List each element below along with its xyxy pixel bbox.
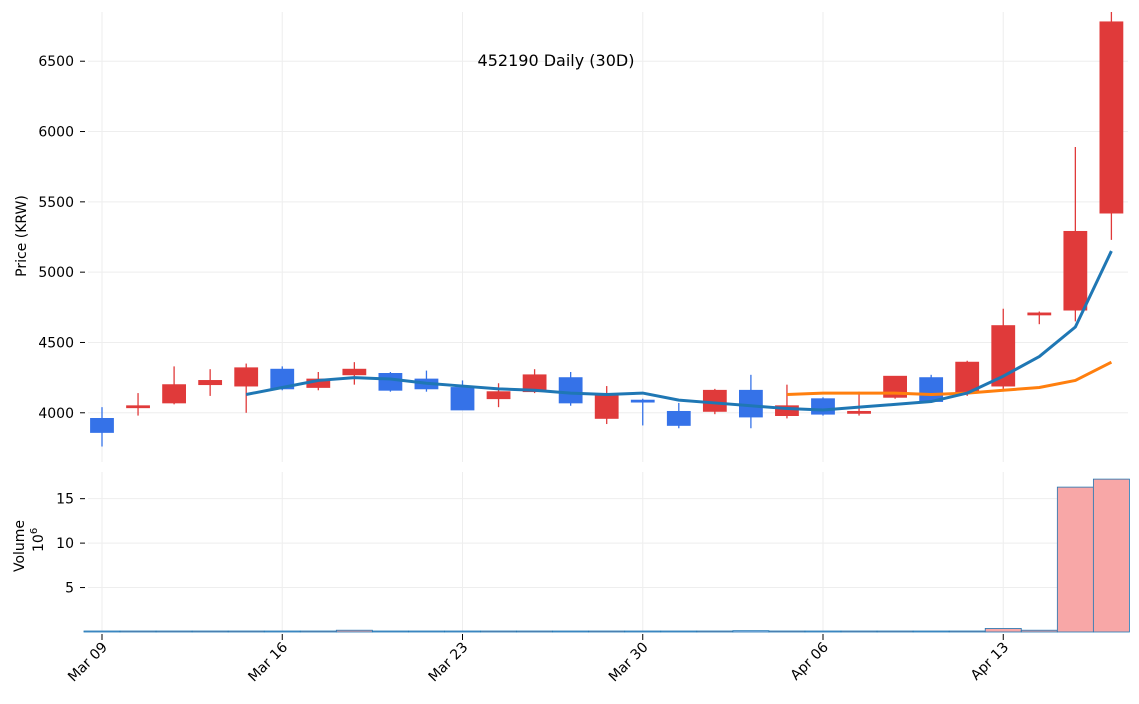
date-tick-label: Apr 13: [968, 640, 1012, 684]
candle-body: [234, 367, 259, 387]
volume-bar: [948, 630, 986, 633]
volume-bar: [299, 630, 337, 633]
date-tick-label: Apr 06: [788, 639, 832, 683]
volume-bar: [660, 630, 698, 633]
volume-bar: [1092, 478, 1130, 633]
candle-body: [342, 368, 367, 376]
svg-text:106: 106: [29, 528, 47, 552]
candle-body: [378, 373, 403, 391]
candle-body: [90, 418, 114, 433]
axes: 4000 4500 5000 5500 6000 6500 5 10 15 Mar 09 Mar 1…: [38, 54, 1012, 685]
volume-bar: [263, 630, 301, 633]
grid-lines: [88, 12, 1128, 632]
price-tick-label: 6000: [38, 125, 74, 141]
volume-bar: [984, 628, 1022, 633]
volume-bar: [624, 630, 662, 633]
date-tick-label: Mar 30: [606, 640, 652, 686]
candle-body: [630, 399, 655, 403]
volume-axis-title: Volume: [12, 520, 28, 572]
volume-bar: [768, 630, 806, 633]
volume-bar: [696, 630, 734, 633]
volume-bars: [83, 478, 1130, 633]
price-tick-label: 4000: [38, 406, 74, 422]
candle-body: [1063, 230, 1088, 311]
ma5-line: [245, 250, 1113, 412]
volume-tick-label: 10: [56, 536, 74, 552]
candle-body: [811, 398, 835, 415]
volume-tick-label: 15: [56, 492, 74, 508]
price-tick-label: 4500: [38, 335, 74, 351]
volume-tick-label: 5: [65, 581, 74, 597]
candle-body: [1099, 21, 1124, 214]
volume-scale-exponent: 6: [29, 528, 40, 534]
candle-body: [775, 405, 799, 416]
volume-bar: [444, 630, 481, 633]
volume-bar: [588, 630, 626, 633]
date-tick-label: Mar 09: [65, 640, 111, 686]
volume-bar: [408, 630, 445, 633]
candles: [90, 12, 1124, 447]
volume-bar: [119, 630, 157, 633]
candle-body: [594, 394, 619, 419]
price-tick-label: 5000: [38, 265, 74, 281]
volume-bar: [840, 630, 878, 633]
candle-body: [558, 377, 583, 404]
volume-bar: [83, 630, 121, 633]
volume-bar: [876, 630, 914, 633]
candle-body: [1027, 312, 1052, 316]
volume-bar: [155, 630, 193, 633]
candle-body: [162, 384, 187, 404]
candle-body: [919, 377, 944, 402]
volume-bar: [732, 630, 770, 633]
date-tick-label: Mar 23: [426, 640, 472, 686]
volume-bar: [480, 630, 517, 633]
volume-bar: [804, 630, 842, 633]
volume-bar: [912, 630, 950, 633]
chart-title: 452190 Daily (30D): [478, 51, 635, 70]
volume-bar: [1020, 629, 1058, 633]
price-tick-label: 6500: [38, 54, 74, 70]
price-tick-label: 5500: [38, 195, 74, 211]
moving-averages: [245, 250, 1113, 412]
volume-bar: [371, 630, 409, 633]
candle-body: [450, 387, 475, 411]
candle-body: [198, 380, 223, 386]
candle-body: [666, 410, 691, 426]
volume-scale-base: 10: [31, 534, 47, 552]
candle-body: [486, 391, 511, 400]
volume-bar: [191, 630, 229, 633]
price-axis-title: Price (KRW): [14, 195, 30, 277]
volume-bar: [227, 630, 265, 633]
candle-body: [126, 405, 150, 409]
volume-bar: [1056, 486, 1094, 633]
candle-body: [991, 325, 1016, 387]
candle-body: [847, 410, 871, 414]
volume-bar: [516, 630, 554, 633]
ma20-line: [786, 360, 1113, 396]
volume-bar: [552, 630, 590, 633]
volume-bar: [335, 629, 373, 633]
volume-scale-label: 106: [29, 528, 47, 552]
date-tick-label: Mar 16: [245, 639, 291, 685]
